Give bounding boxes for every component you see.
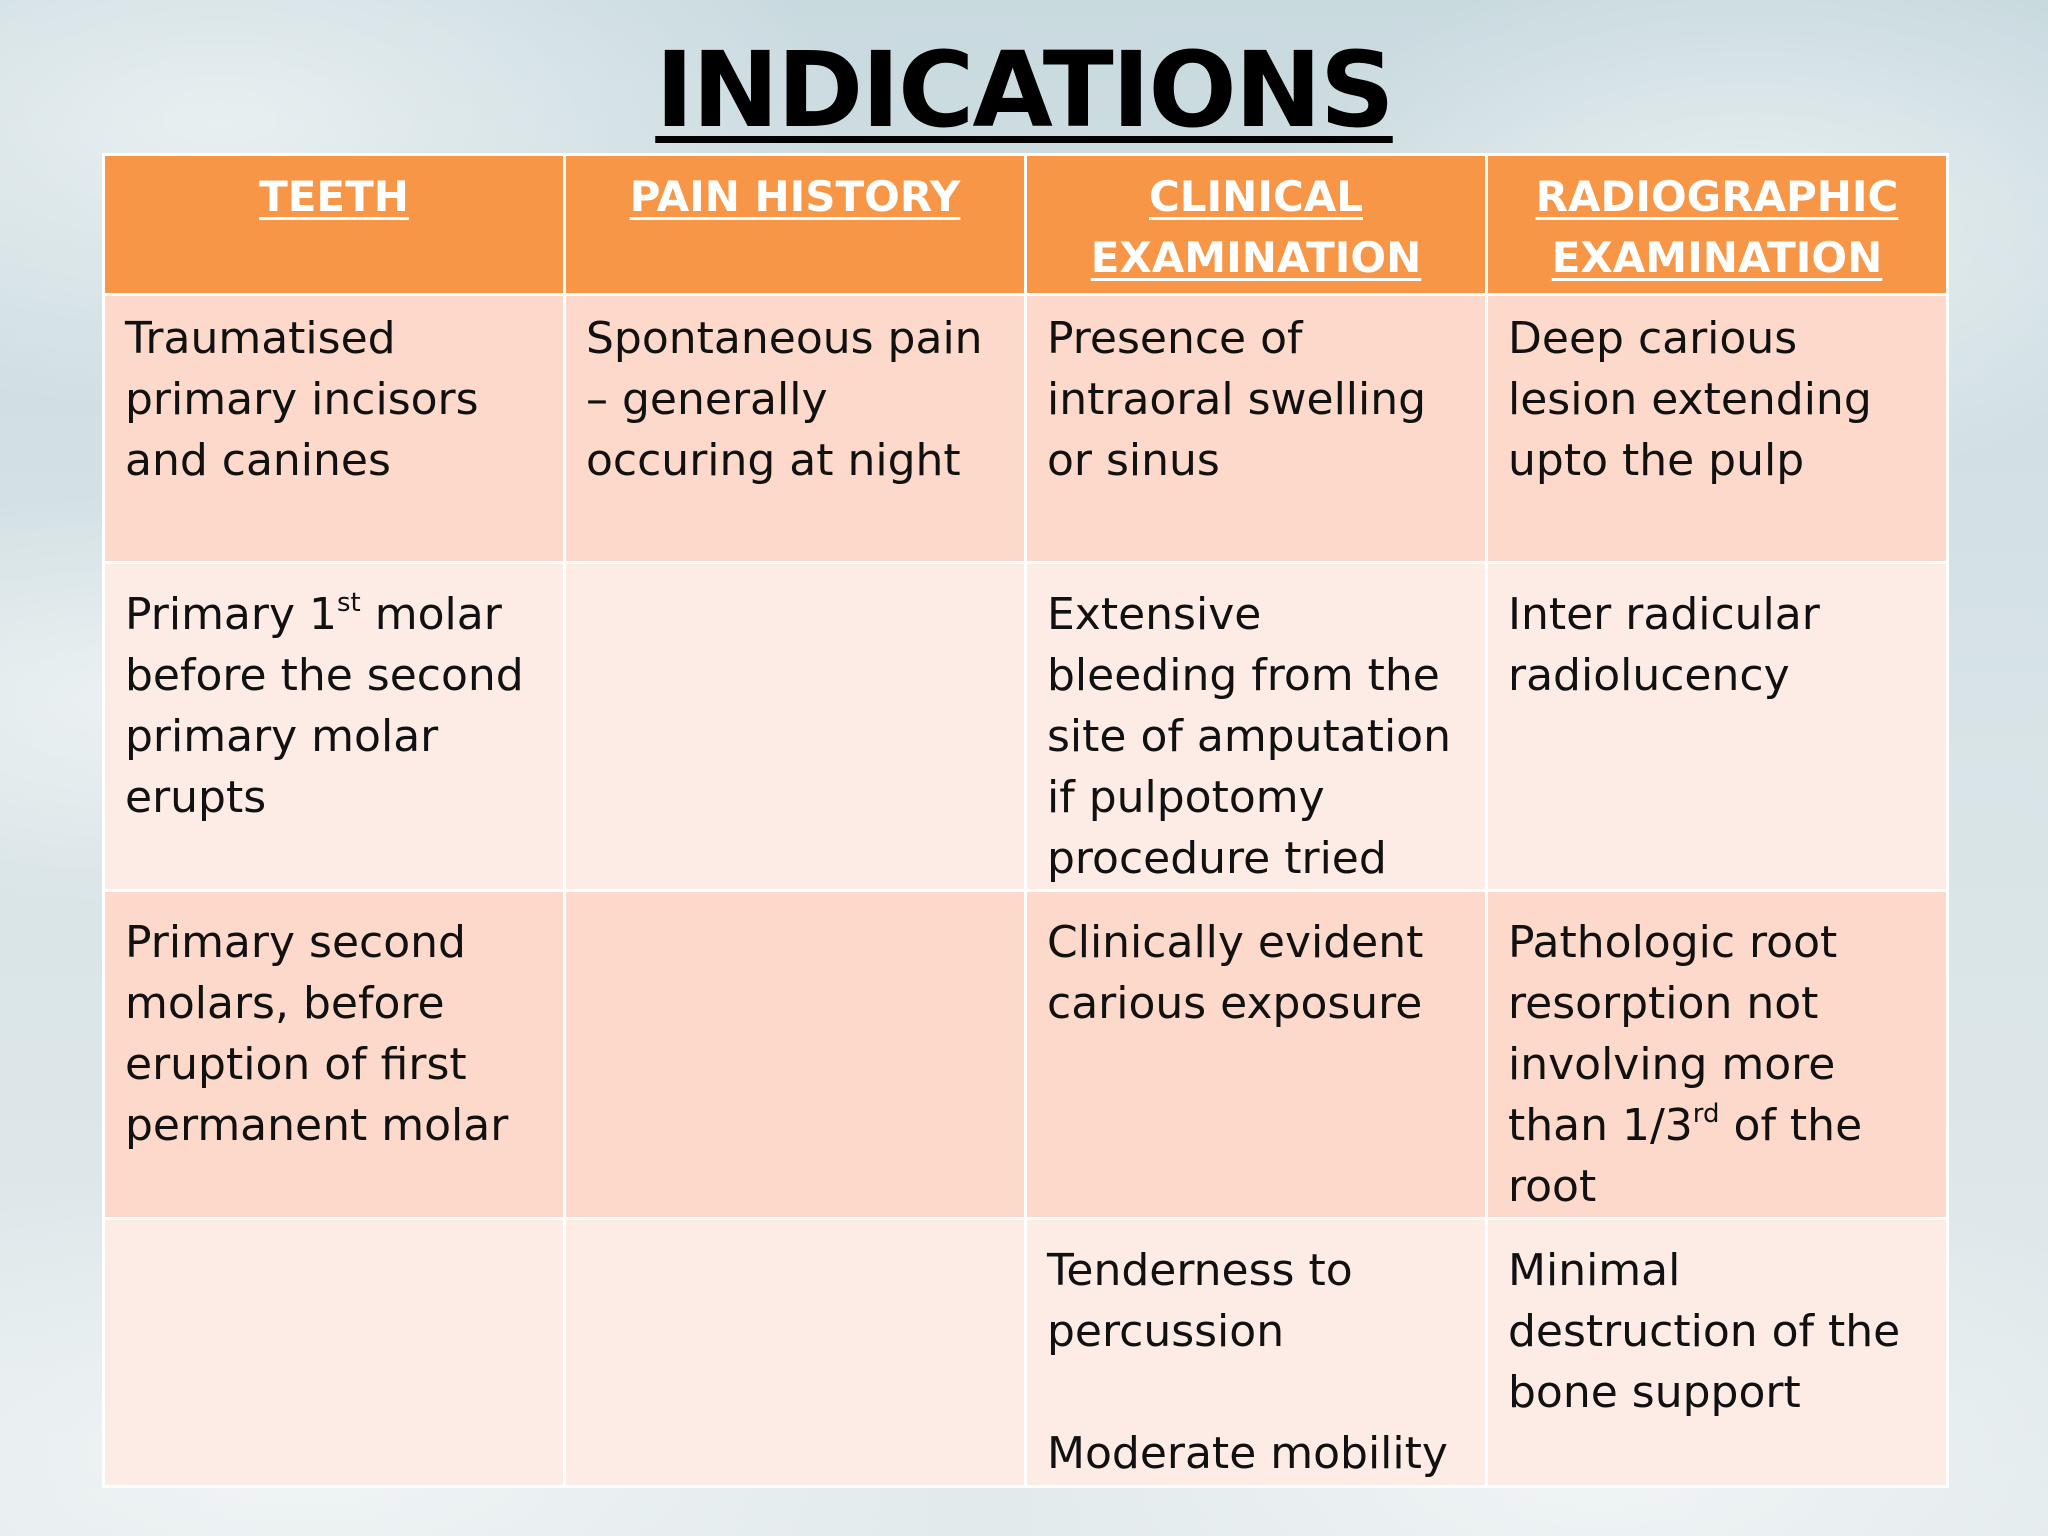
cell-teeth-text-b: molar before the second primary molar er… (125, 589, 524, 823)
page-title: INDICATIONS (0, 38, 2048, 142)
cell-teeth-text-a: Primary 1 (125, 589, 338, 640)
cell-radiographic-text-a: Pathologic root resorption not involving… (1508, 917, 1838, 1151)
cell-pain-history (563, 889, 1027, 1220)
header-clinical-label-2: EXAMINATION (1090, 233, 1422, 282)
cell-clinical-examination: Tenderness to percussion Moderate mobilit… (1024, 1217, 1488, 1488)
cell-pain-history (563, 1217, 1027, 1488)
table-row: Primary second molars, before eruption o… (102, 889, 1949, 1220)
cell-radiographic-examination: Inter radicular radiolucency (1485, 561, 1949, 892)
cell-radiographic-examination: Pathologic root resorption not involving… (1485, 889, 1949, 1220)
ordinal-superscript: st (337, 588, 361, 618)
header-clinical-examination: CLINICAL EXAMINATION (1024, 153, 1488, 296)
cell-teeth: Primary 1st molar before the second prim… (102, 561, 566, 892)
table-row: Traumatised primary incisors and canines… (102, 293, 1949, 564)
header-pain-history-label: PAIN HISTORY (629, 172, 961, 221)
cell-clinical-text-b: Moderate mobility (1047, 1428, 1448, 1479)
table-header-row: TEETH PAIN HISTORY CLINICAL EXAMINATION R… (102, 153, 1949, 296)
cell-clinical-examination: Extensive bleeding from the site of ampu… (1024, 561, 1488, 892)
cell-teeth: Primary second molars, before eruption o… (102, 889, 566, 1220)
cell-teeth: Traumatised primary incisors and canines (102, 293, 566, 564)
paragraph-gap (1047, 1362, 1465, 1423)
cell-clinical-text-a: Tenderness to percussion (1047, 1245, 1353, 1357)
cell-clinical-examination: Clinically evident carious exposure (1024, 889, 1488, 1220)
cell-radiographic-examination: Minimal destruction of the bone support (1485, 1217, 1949, 1488)
cell-pain-history: Spontaneous pain – generally occuring at… (563, 293, 1027, 564)
cell-radiographic-text-b: of the root (1508, 1100, 1863, 1212)
header-clinical-label-1: CLINICAL (1148, 172, 1364, 221)
header-teeth-label: TEETH (259, 172, 409, 221)
header-teeth: TEETH (102, 153, 566, 296)
cell-radiographic-examination: Deep carious lesion extending upto the p… (1485, 293, 1949, 564)
header-radiographic-label-2: EXAMINATION (1551, 233, 1883, 282)
cell-teeth (102, 1217, 566, 1488)
header-radiographic-examination: RADIOGRAPHIC EXAMINATION (1485, 153, 1949, 296)
table-row: Tenderness to percussion Moderate mobilit… (102, 1217, 1949, 1488)
title-text: INDICATIONS (655, 29, 1394, 151)
indications-table: TEETH PAIN HISTORY CLINICAL EXAMINATION R… (102, 153, 1949, 1488)
cell-clinical-examination: Presence of intraoral swelling or sinus (1024, 293, 1488, 564)
cell-pain-history (563, 561, 1027, 892)
header-radiographic-label-1: RADIOGRAPHIC (1535, 172, 1899, 221)
ordinal-superscript: rd (1692, 1099, 1720, 1129)
table-row: Primary 1st molar before the second prim… (102, 561, 1949, 892)
header-pain-history: PAIN HISTORY (563, 153, 1027, 296)
